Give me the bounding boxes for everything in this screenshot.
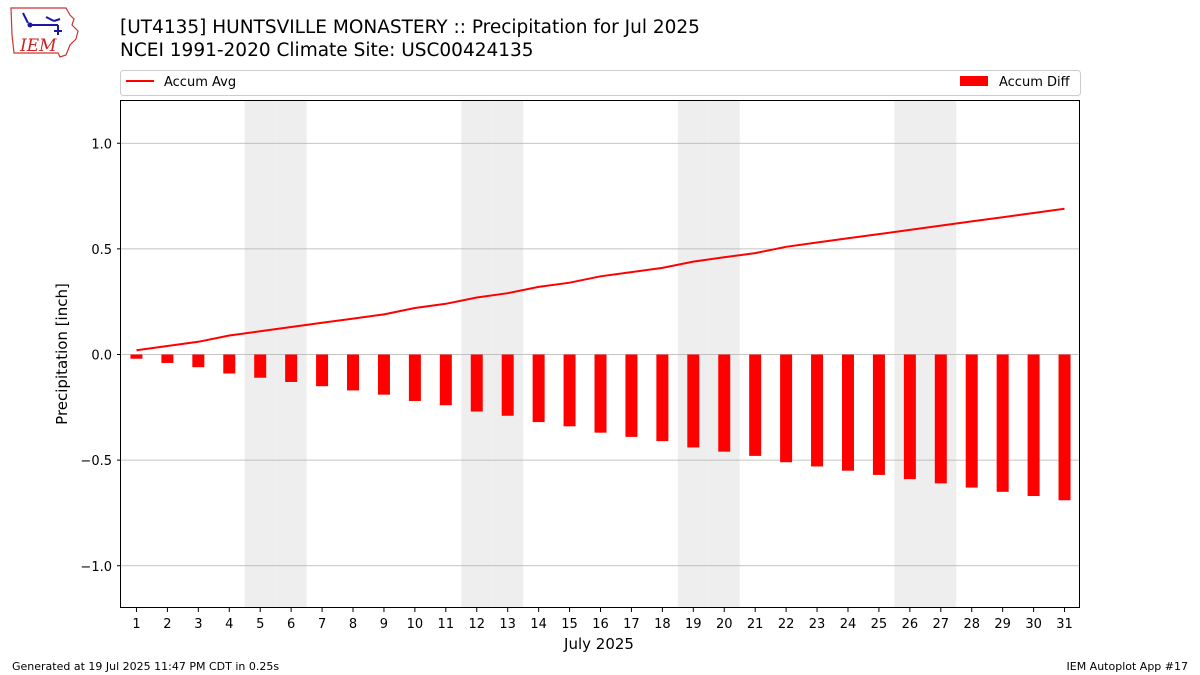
x-tick-label: 10 <box>407 617 424 632</box>
accum-avg-line <box>136 207 1065 352</box>
x-tick-label: 21 <box>747 617 764 632</box>
legend-label-accum-diff: Accum Diff <box>999 75 1071 90</box>
x-tick-label: 24 <box>840 617 857 632</box>
x-tick-label: 30 <box>1025 617 1042 632</box>
x-tick-label: 3 <box>194 617 202 632</box>
x-tick-label: 12 <box>468 617 485 632</box>
accum-diff-bar-day-31 <box>1058 354 1071 501</box>
x-tick-label: 20 <box>716 617 733 632</box>
accum-diff-bar-day-8 <box>347 354 360 391</box>
accum-diff-bar-day-17 <box>625 354 638 437</box>
legend-frame <box>120 70 1081 96</box>
accum-diff-bar-day-6 <box>285 354 298 382</box>
x-tick-label: 26 <box>902 617 919 632</box>
y-tick-label: 0.0 <box>91 349 112 364</box>
accum-diff-bar-day-27 <box>934 354 947 484</box>
accum-diff-bar-day-19 <box>687 354 700 448</box>
accum-diff-bar-day-1 <box>130 354 143 359</box>
accum-diff-bar-day-14 <box>532 354 545 423</box>
x-tick-label: 29 <box>994 617 1011 632</box>
x-tick-label: 4 <box>225 617 233 632</box>
y-tick-label: 0.5 <box>91 243 112 258</box>
accum-diff-bar-day-23 <box>811 354 824 467</box>
accum-diff-bar-day-29 <box>996 354 1009 492</box>
x-tick-label: 17 <box>623 617 640 632</box>
footer-app-text: IEM Autoplot App #17 <box>1066 660 1189 673</box>
y-tick-label: 1.0 <box>91 137 112 152</box>
accum-diff-bar-day-12 <box>470 354 483 412</box>
x-axis-ticks: 1 2 3 4 5 6 7 8 9 10 11 12 13 14 15 16 17 18 19 20 21 22 23 24 2… <box>132 608 1073 632</box>
x-tick-label: 23 <box>809 617 826 632</box>
accum-diff-bar-day-22 <box>780 354 793 463</box>
x-tick-label: 6 <box>287 617 295 632</box>
accum-diff-bars <box>130 354 1071 501</box>
legend-label-accum-avg: Accum Avg <box>164 75 236 90</box>
accum-diff-bar-day-21 <box>749 354 762 456</box>
legend: Accum Avg Accum Diff <box>120 70 1081 96</box>
x-tick-label: 18 <box>654 617 671 632</box>
accum-diff-bar-day-10 <box>408 354 421 401</box>
x-tick-label: 2 <box>163 617 171 632</box>
x-tick-label: 16 <box>592 617 609 632</box>
accum-diff-bar-day-28 <box>965 354 978 488</box>
accum-diff-bar-day-4 <box>223 354 236 374</box>
x-tick-label: 15 <box>561 617 578 632</box>
y-axis-ticks: −1.0 −0.5 0.0 0.5 1.0 <box>80 137 121 575</box>
x-tick-label: 5 <box>256 617 264 632</box>
accum-diff-bar-day-24 <box>841 354 854 471</box>
accum-diff-bar-day-2 <box>161 354 174 363</box>
y-tick-label: −1.0 <box>80 560 112 575</box>
station-dot-icon <box>27 22 33 28</box>
accum-diff-bar-day-16 <box>594 354 607 433</box>
accum-diff-bar-day-15 <box>563 354 576 427</box>
accum-diff-bar-day-25 <box>872 354 885 475</box>
accum-diff-bar-day-7 <box>316 354 329 387</box>
y-axis-label: Precipitation [inch] <box>53 283 71 425</box>
accum-diff-bar-day-13 <box>501 354 514 416</box>
x-tick-label: 25 <box>871 617 888 632</box>
x-tick-label: 9 <box>380 617 388 632</box>
accum-diff-bar-day-3 <box>192 354 205 368</box>
accum-diff-bar-day-30 <box>1027 354 1040 497</box>
x-tick-label: 1 <box>132 617 140 632</box>
x-tick-label: 7 <box>318 617 326 632</box>
accum-diff-bar-day-11 <box>439 354 452 406</box>
iowa-outline-icon <box>10 7 79 58</box>
x-tick-label: 27 <box>933 617 950 632</box>
x-tick-label: 28 <box>963 617 980 632</box>
logo-text: IEM <box>19 36 57 56</box>
x-tick-label: 14 <box>530 617 547 632</box>
accum-diff-bar-day-18 <box>656 354 669 442</box>
x-tick-label: 22 <box>778 617 795 632</box>
accum-diff-bar-day-26 <box>903 354 916 480</box>
chart-title-line2: NCEI 1991-2020 Climate Site: USC00424135 <box>120 40 534 61</box>
footer-generated-text: Generated at 19 Jul 2025 11:47 PM CDT in… <box>12 660 280 673</box>
x-tick-label: 11 <box>438 617 455 632</box>
accum-diff-bar-day-9 <box>377 354 390 395</box>
iem-logo: IEM <box>10 7 79 58</box>
x-tick-label: 13 <box>499 617 516 632</box>
accum-diff-bar-day-5 <box>254 354 267 378</box>
legend-bar-swatch <box>960 76 988 86</box>
y-tick-label: −0.5 <box>80 454 112 469</box>
x-tick-label: 19 <box>685 617 702 632</box>
x-tick-label: 31 <box>1056 617 1073 632</box>
chart-title-line1: [UT4135] HUNTSVILLE MONASTERY :: Precipi… <box>120 17 700 38</box>
x-tick-label: 8 <box>349 617 357 632</box>
weather-station-icon <box>22 12 62 35</box>
accum-diff-bar-day-20 <box>718 354 731 452</box>
x-axis-label: July 2025 <box>563 635 634 653</box>
